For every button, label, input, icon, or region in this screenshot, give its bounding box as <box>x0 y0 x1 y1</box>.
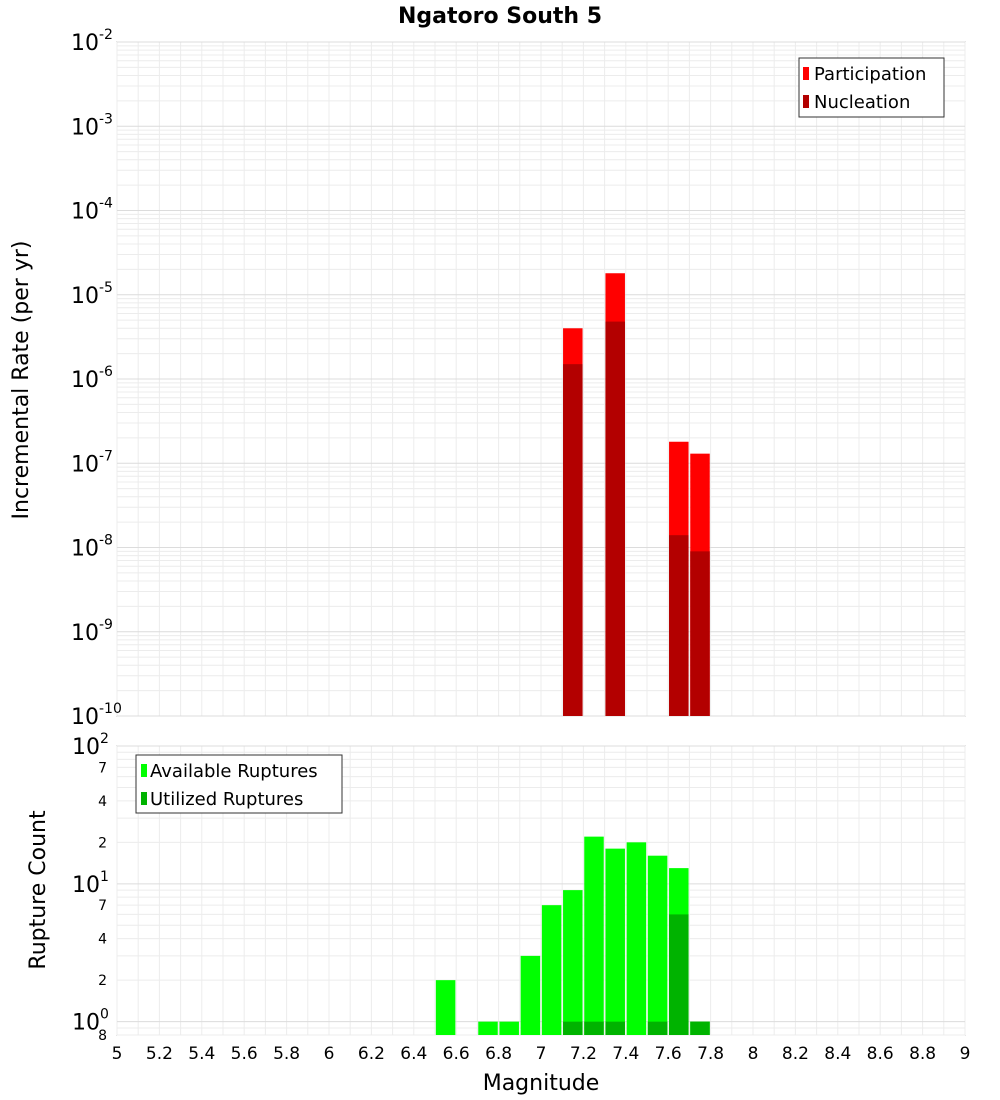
bar-available-ruptures <box>499 1021 519 1035</box>
bottom-y-major-label: 101 <box>72 869 109 898</box>
x-tick-label: 5.6 <box>231 1044 258 1064</box>
legend-label-nucleation: Nucleation <box>814 92 910 113</box>
bar-nucleation <box>605 321 625 716</box>
top-legend: Participation Nucleation <box>798 57 945 118</box>
legend-swatch-participation <box>803 67 809 80</box>
bar-utilized-ruptures <box>669 914 689 1035</box>
top-y-tick-label: 10-5 <box>71 280 113 309</box>
bottom-y-minor-label: 2 <box>98 973 107 989</box>
top-y-tick-label: 10-10 <box>71 701 122 730</box>
bottom-bars <box>435 836 710 1035</box>
x-tick-label: 7 <box>536 1044 547 1064</box>
bottom-y-minor-label: 2 <box>98 835 107 851</box>
bar-nucleation <box>690 551 710 716</box>
top-y-tick-label: 10-2 <box>71 27 113 56</box>
x-tick-label: 8.2 <box>782 1044 809 1064</box>
x-tick-label: 7.4 <box>612 1044 639 1064</box>
x-tick-label: 8.8 <box>909 1044 936 1064</box>
x-axis-label: Magnitude <box>483 1071 600 1096</box>
bar-utilized-ruptures <box>690 1021 710 1035</box>
x-tick-label: 5.8 <box>273 1044 300 1064</box>
bar-utilized-ruptures <box>584 1021 604 1035</box>
x-tick-label: 7.2 <box>570 1044 597 1064</box>
legend-label-available: Available Ruptures <box>150 761 318 782</box>
bar-available-ruptures <box>584 836 604 1035</box>
bar-available-ruptures <box>435 980 456 1035</box>
legend-label-participation: Participation <box>814 64 926 85</box>
x-tick-label: 8 <box>748 1044 759 1064</box>
bar-available-ruptures <box>563 890 583 1035</box>
x-tick-label: 6.6 <box>443 1044 470 1064</box>
top-y-ticks: 10-10 10-9 10-8 10-7 10-6 10-5 10-4 10-3 10-2 <box>71 27 122 730</box>
bottom-y-major-label: 102 <box>72 731 109 760</box>
top-y-axis-label: Incremental Rate (per yr) <box>9 241 34 520</box>
bar-nucleation <box>563 364 583 716</box>
top-bars <box>563 273 710 716</box>
x-tick-label: 7.6 <box>655 1044 682 1064</box>
bottom-legend-box <box>135 754 343 814</box>
x-tick-label: 6 <box>324 1044 335 1064</box>
x-tick-label: 7.8 <box>697 1044 724 1064</box>
bar-utilized-ruptures <box>563 1021 583 1035</box>
bar-utilized-ruptures <box>605 1021 625 1035</box>
top-y-tick-label: 10-3 <box>71 111 113 140</box>
bottom-panel: 100 101 102 8 2 4 7 2 4 7 5 5.2 5.4 5.6 5.8 6 6.2 6.4 6.6… <box>26 731 970 1096</box>
x-tick-label: 8.6 <box>867 1044 894 1064</box>
legend-swatch-available <box>141 764 147 777</box>
bar-available-ruptures <box>605 848 625 1035</box>
bottom-y-minor-label: 7 <box>98 898 107 914</box>
x-tick-label: 8.4 <box>824 1044 851 1064</box>
x-tick-label: 5.4 <box>188 1044 215 1064</box>
top-y-tick-label: 10-4 <box>71 196 113 225</box>
bottom-y-minor-label: 8 <box>98 1028 107 1044</box>
x-tick-label: 5 <box>112 1044 123 1064</box>
top-legend-box <box>798 57 945 118</box>
bar-available-ruptures <box>541 905 562 1035</box>
chart-title: Ngatoro South 5 <box>398 4 602 29</box>
bottom-y-axis-label: Rupture Count <box>26 810 51 970</box>
bar-available-ruptures <box>478 1021 498 1035</box>
top-panel: 10-10 10-9 10-8 10-7 10-6 10-5 10-4 10-3 10-2 In… <box>9 27 966 730</box>
bar-utilized-ruptures <box>647 1021 668 1035</box>
legend-label-utilized: Utilized Ruptures <box>150 789 303 810</box>
bar-available-ruptures <box>520 955 541 1035</box>
top-y-tick-label: 10-8 <box>71 533 113 562</box>
bottom-y-ticks: 100 101 102 8 2 4 7 2 4 7 <box>72 731 109 1044</box>
bar-available-ruptures <box>626 842 647 1035</box>
legend-swatch-utilized <box>141 792 147 805</box>
top-y-tick-label: 10-6 <box>71 364 113 393</box>
top-y-tick-label: 10-9 <box>71 617 113 646</box>
x-tick-label: 5.2 <box>146 1044 173 1064</box>
bottom-y-minor-label: 4 <box>98 794 107 810</box>
x-ticks: 5 5.2 5.4 5.6 5.8 6 6.2 6.4 6.6 6.8 7 7.2 7.4 7.6 7.8 8… <box>112 1044 971 1064</box>
bottom-y-major-label: 100 <box>72 1007 109 1036</box>
x-tick-label: 6.2 <box>358 1044 385 1064</box>
x-tick-label: 9 <box>960 1044 971 1064</box>
bottom-y-minor-label: 4 <box>98 932 107 948</box>
bar-nucleation <box>669 535 689 716</box>
top-y-tick-label: 10-7 <box>71 448 113 477</box>
legend-swatch-nucleation <box>803 95 809 108</box>
x-tick-label: 6.8 <box>485 1044 512 1064</box>
bottom-legend: Available Ruptures Utilized Ruptures <box>135 754 343 814</box>
bar-available-ruptures <box>647 855 668 1035</box>
top-grid <box>116 41 966 717</box>
bottom-y-minor-label: 7 <box>98 760 107 776</box>
x-tick-label: 6.4 <box>400 1044 427 1064</box>
